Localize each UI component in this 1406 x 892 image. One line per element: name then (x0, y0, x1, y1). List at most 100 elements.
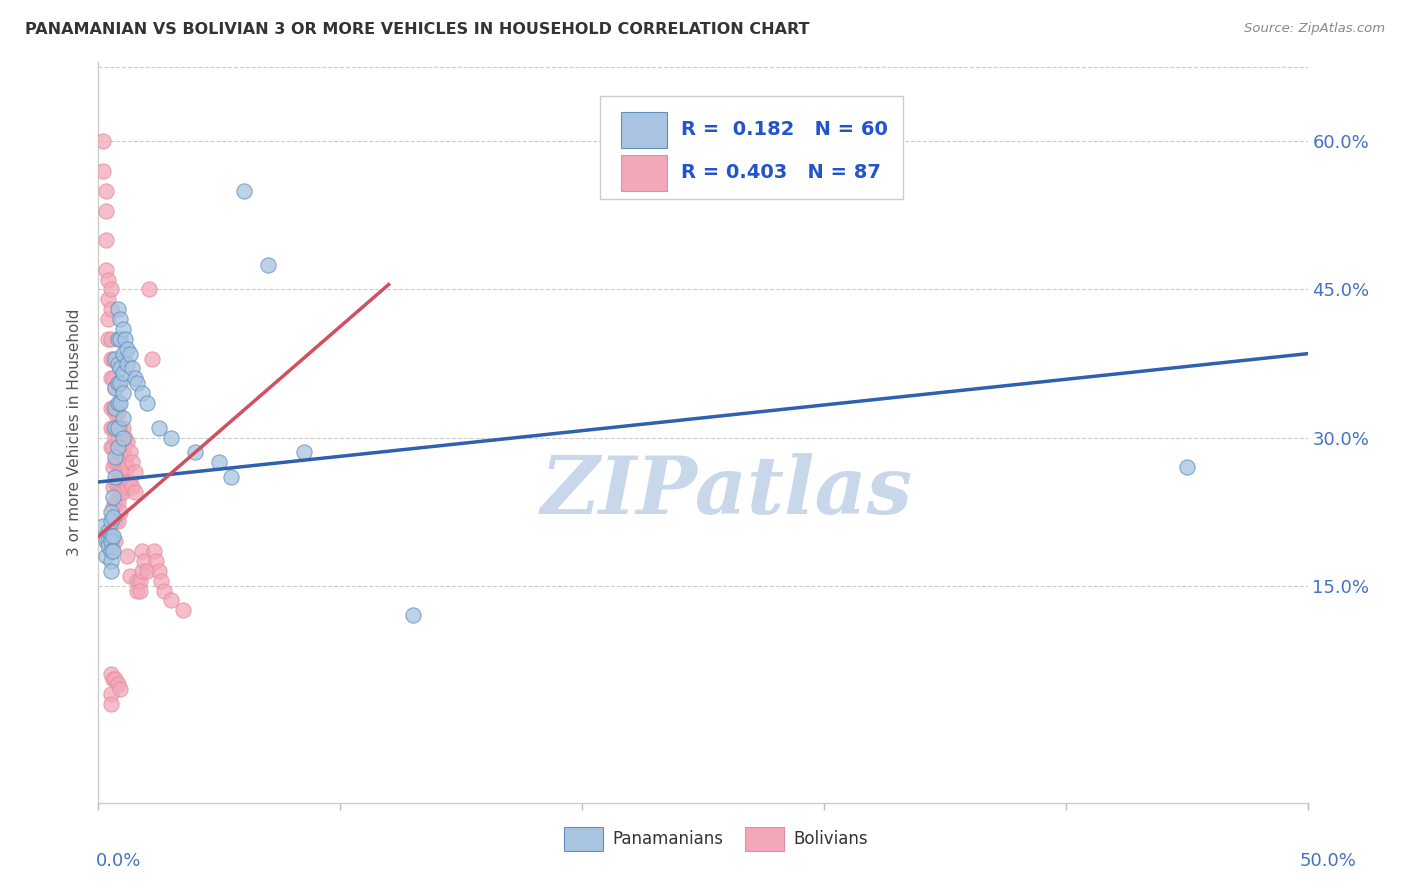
Point (101, 460, 124, 475)
Point (221, 470, 243, 484)
Text: 50.0%: 50.0% (1301, 852, 1357, 870)
Point (108, 396, 131, 410)
Point (111, 431, 134, 445)
Point (100, 687, 122, 701)
Point (104, 475, 127, 489)
Point (104, 470, 127, 484)
Point (114, 475, 136, 489)
Point (128, 583, 150, 598)
Point (107, 376, 129, 391)
Point (131, 386, 153, 401)
Point (101, 441, 124, 455)
Point (131, 564, 153, 578)
Point (256, 258, 278, 272)
Point (104, 515, 127, 529)
FancyBboxPatch shape (600, 95, 903, 200)
Point (101, 544, 124, 558)
Point (104, 381, 127, 395)
Point (117, 549, 139, 563)
Point (107, 455, 129, 469)
Point (232, 184, 254, 198)
Point (107, 515, 129, 529)
Point (100, 371, 122, 385)
Point (104, 406, 127, 420)
Point (208, 455, 231, 469)
Point (108, 484, 131, 499)
Point (128, 574, 150, 588)
Point (91, 135, 114, 149)
Point (107, 431, 129, 445)
Text: R =  0.182   N = 60: R = 0.182 N = 60 (682, 120, 889, 138)
Point (143, 544, 166, 558)
Point (117, 342, 139, 356)
Point (111, 367, 134, 381)
Point (100, 441, 122, 455)
Point (101, 480, 124, 494)
Text: PANAMANIAN VS BOLIVIAN 3 OR MORE VEHICLES IN HOUSEHOLD CORRELATION CHART: PANAMANIAN VS BOLIVIAN 3 OR MORE VEHICLE… (25, 22, 810, 37)
Point (94, 534, 117, 549)
Point (100, 564, 122, 578)
Point (292, 445, 315, 459)
Point (172, 603, 194, 617)
Y-axis label: 3 or more Vehicles in Household: 3 or more Vehicles in Household (67, 309, 83, 557)
Point (184, 445, 207, 459)
Point (111, 322, 134, 336)
Point (104, 455, 127, 469)
Point (124, 371, 146, 385)
Point (108, 312, 131, 326)
Point (97, 272, 120, 286)
Point (101, 401, 124, 415)
Point (108, 332, 131, 346)
Point (152, 583, 174, 598)
Point (145, 554, 167, 568)
Point (114, 332, 136, 346)
Point (91, 164, 114, 178)
Point (118, 568, 141, 582)
Bar (621, 155, 666, 191)
Point (150, 574, 173, 588)
Point (101, 490, 124, 504)
Point (94, 184, 117, 198)
Bar (745, 827, 785, 851)
Point (97, 332, 120, 346)
Point (402, 608, 425, 623)
Point (91, 519, 114, 533)
Point (131, 544, 153, 558)
Point (100, 332, 122, 346)
Point (104, 494, 127, 508)
Point (100, 554, 122, 568)
Point (104, 450, 127, 465)
Point (134, 554, 156, 568)
Point (108, 361, 131, 376)
Point (101, 371, 124, 385)
Text: ZIPatlas: ZIPatlas (541, 453, 914, 531)
Point (148, 564, 170, 578)
Point (97, 293, 120, 307)
Point (111, 420, 134, 434)
Point (121, 361, 143, 376)
Point (138, 283, 160, 297)
Point (100, 529, 122, 543)
Point (117, 435, 139, 450)
Point (101, 529, 124, 543)
Point (104, 401, 127, 415)
Point (100, 401, 122, 415)
Point (94, 233, 117, 247)
Point (111, 465, 134, 479)
Point (121, 455, 143, 469)
Point (100, 420, 122, 434)
Point (108, 420, 131, 434)
Point (107, 302, 129, 317)
Point (108, 445, 131, 459)
Point (107, 406, 129, 420)
Point (107, 475, 129, 489)
Point (100, 544, 122, 558)
Point (118, 475, 141, 489)
Point (121, 480, 143, 494)
Point (107, 396, 129, 410)
Point (114, 455, 136, 469)
Point (94, 549, 117, 563)
Point (117, 357, 139, 371)
Text: 0.0%: 0.0% (96, 852, 141, 870)
Point (111, 410, 134, 425)
